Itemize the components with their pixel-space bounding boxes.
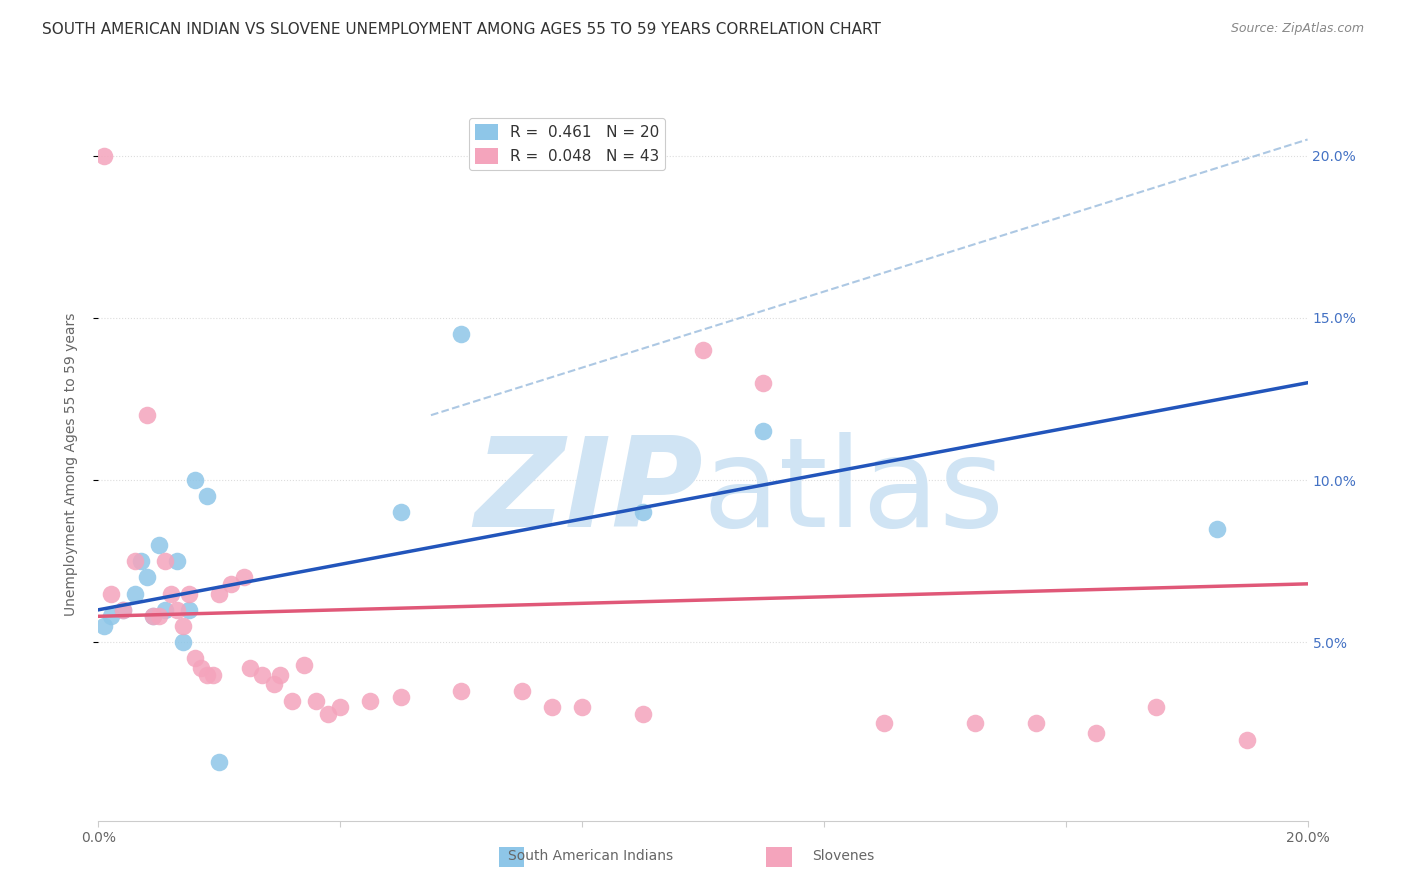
- Point: [571, 700, 593, 714]
- Point: [166, 603, 188, 617]
- Text: ZIP: ZIP: [474, 432, 703, 553]
- Text: Source: ZipAtlas.com: Source: ZipAtlas.com: [1230, 22, 1364, 36]
- Point: [124, 586, 146, 600]
- Point: [263, 677, 285, 691]
- Point: [160, 586, 183, 600]
- Point: [142, 609, 165, 624]
- Point: [239, 661, 262, 675]
- Point: [195, 489, 218, 503]
- Point: [202, 667, 225, 681]
- Point: [540, 700, 562, 714]
- Point: [129, 554, 152, 568]
- Point: [184, 651, 207, 665]
- Point: [305, 693, 328, 707]
- Point: [329, 700, 352, 714]
- Point: [360, 693, 382, 707]
- Point: [450, 327, 472, 342]
- Point: [111, 603, 134, 617]
- Point: [148, 609, 170, 624]
- Point: [232, 570, 254, 584]
- Point: [510, 684, 533, 698]
- Point: [692, 343, 714, 358]
- Point: [93, 619, 115, 633]
- Point: [179, 603, 201, 617]
- Point: [184, 473, 207, 487]
- Point: [135, 570, 157, 584]
- Point: [292, 657, 315, 672]
- Point: [142, 609, 165, 624]
- Point: [208, 756, 231, 770]
- Point: [100, 586, 122, 600]
- Point: [1236, 732, 1258, 747]
- Text: South American Indians: South American Indians: [508, 849, 673, 863]
- Point: [316, 706, 339, 721]
- Text: Slovenes: Slovenes: [813, 849, 875, 863]
- Point: [221, 577, 243, 591]
- Point: [752, 376, 775, 390]
- Point: [389, 506, 412, 520]
- Point: [873, 716, 896, 731]
- Point: [172, 619, 194, 633]
- Text: atlas: atlas: [703, 432, 1005, 553]
- Text: SOUTH AMERICAN INDIAN VS SLOVENE UNEMPLOYMENT AMONG AGES 55 TO 59 YEARS CORRELAT: SOUTH AMERICAN INDIAN VS SLOVENE UNEMPLO…: [42, 22, 882, 37]
- Point: [1024, 716, 1046, 731]
- Point: [135, 408, 157, 422]
- Y-axis label: Unemployment Among Ages 55 to 59 years: Unemployment Among Ages 55 to 59 years: [63, 312, 77, 615]
- Point: [124, 554, 146, 568]
- Point: [450, 684, 472, 698]
- Point: [1206, 522, 1229, 536]
- Point: [153, 554, 176, 568]
- Point: [752, 425, 775, 439]
- Point: [631, 506, 654, 520]
- Legend: R =  0.461   N = 20, R =  0.048   N = 43: R = 0.461 N = 20, R = 0.048 N = 43: [468, 119, 665, 170]
- Point: [208, 586, 231, 600]
- Point: [1144, 700, 1167, 714]
- Point: [93, 149, 115, 163]
- Point: [153, 603, 176, 617]
- Point: [195, 667, 218, 681]
- Point: [631, 706, 654, 721]
- Point: [965, 716, 987, 731]
- Point: [250, 667, 273, 681]
- Point: [100, 609, 122, 624]
- Point: [269, 667, 291, 681]
- Point: [190, 661, 212, 675]
- Point: [389, 690, 412, 705]
- Point: [281, 693, 304, 707]
- Point: [148, 538, 170, 552]
- Point: [172, 635, 194, 649]
- Point: [111, 603, 134, 617]
- Point: [1085, 726, 1108, 740]
- Point: [166, 554, 188, 568]
- Point: [179, 586, 201, 600]
